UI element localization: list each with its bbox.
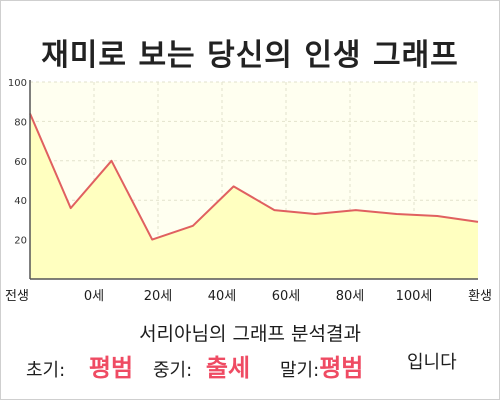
axes <box>29 80 478 280</box>
x-tick-label: 환생 <box>468 289 492 304</box>
x-tick-label: 20세 <box>144 289 173 304</box>
middle-value: 출세 <box>205 354 251 382</box>
x-tick-label: 100세 <box>396 289 433 304</box>
series-line <box>29 113 479 241</box>
area-series <box>29 113 479 279</box>
middle-result: 중기: 출세 <box>153 348 250 382</box>
early-result: 초기: 평범 <box>26 348 133 382</box>
y-tick-label: 80 <box>14 117 27 128</box>
y-tick-label: 40 <box>14 196 27 207</box>
page-title: 재미로 보는 당신의 인생 그래프 <box>41 38 459 73</box>
x-tick-label: 0세 <box>84 289 104 304</box>
early-label: 초기: <box>26 360 66 381</box>
x-tick-label: 80세 <box>336 289 365 304</box>
early-value: 평범 <box>88 354 134 382</box>
y-tick-label: 20 <box>14 236 27 247</box>
ending-text: 입니다 <box>407 352 457 373</box>
result-ending: 입니다 <box>407 348 457 382</box>
x-tick-label: 40세 <box>208 289 237 304</box>
analysis-owner-line: 서리아님의 그래프 분석결과 <box>139 323 361 345</box>
life-graph-chart: 20 40 60 80 100 전생 0세 20세 40세 60세 80세 100세 환생 <box>5 78 492 304</box>
late-value: 평범 <box>319 354 364 382</box>
area-fill <box>30 113 478 279</box>
tick-labels: 20 40 60 80 100 전생 0세 20세 40세 60세 80세 100세 환생 <box>5 78 492 304</box>
y-tick-label: 60 <box>14 157 27 168</box>
middle-label: 중기: <box>153 360 193 381</box>
late-result: 말기:평범 <box>280 348 363 382</box>
x-tick-label: 전생 <box>5 289 29 304</box>
y-tick-label: 100 <box>8 78 27 89</box>
late-label: 말기: <box>280 360 320 381</box>
x-tick-label: 60세 <box>272 289 301 304</box>
